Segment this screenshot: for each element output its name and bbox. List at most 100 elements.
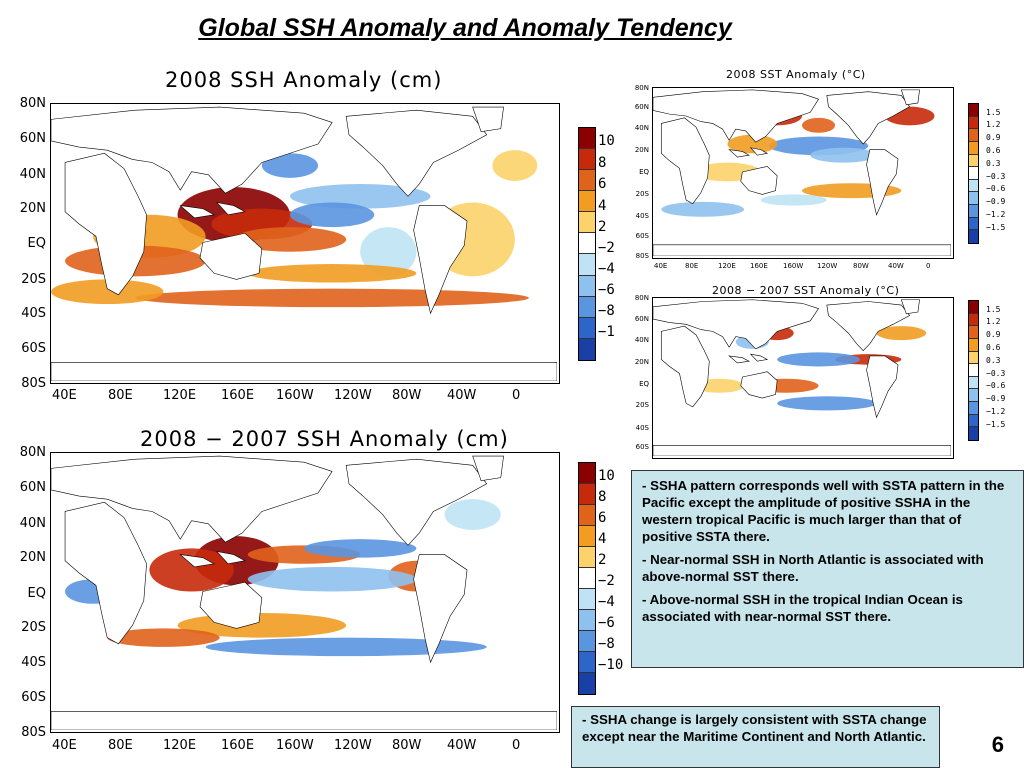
anomaly-region xyxy=(289,202,375,228)
lat-tick-label: 20S xyxy=(635,190,649,198)
colorbar-swatch xyxy=(579,589,595,610)
continent-outline xyxy=(741,166,777,194)
continent-outline xyxy=(867,150,898,215)
colorbar-label: −4 xyxy=(598,261,615,277)
lon-tick-label: 160W xyxy=(783,262,804,270)
colorbar-swatch xyxy=(579,254,595,276)
lat-tick-label: 80N xyxy=(634,294,649,302)
sst-diff-map xyxy=(652,297,954,459)
lat-tick-label: 80N xyxy=(19,96,46,111)
lat-tick-label: EQ xyxy=(639,168,649,176)
continent-outline xyxy=(65,153,147,295)
colorbar-label: −6 xyxy=(598,615,615,631)
colorbar-label: −0.3 xyxy=(986,369,1006,378)
colorbar-swatch xyxy=(579,338,595,360)
sshdiff-map-svg xyxy=(51,453,557,730)
colorbar-swatch xyxy=(969,427,978,440)
slide-title: Global SSH Anomaly and Anomaly Tendency xyxy=(198,14,732,42)
lon-tick-label: 80W xyxy=(392,388,422,403)
colorbar-swatch xyxy=(579,296,595,318)
continent-outline xyxy=(51,712,557,730)
colorbar-swatch xyxy=(579,631,595,652)
continent-outline xyxy=(180,202,245,217)
continent-outline xyxy=(729,148,767,157)
lon-tick-label: 80E xyxy=(685,262,699,270)
anomaly-region xyxy=(205,637,487,657)
lat-tick-label: 20N xyxy=(634,146,649,154)
lon-tick-label: 160E xyxy=(750,262,768,270)
anomaly-region xyxy=(233,227,347,252)
lon-tick-label: 40E xyxy=(52,738,77,753)
colorbar-label: −0.9 xyxy=(986,394,1006,403)
colorbar-swatch xyxy=(579,275,595,297)
continent-outline xyxy=(414,555,467,663)
colorbar-swatch xyxy=(969,351,978,365)
colorbar-label: 1.2 xyxy=(986,120,1001,129)
lat-tick-label: 60S xyxy=(635,232,649,240)
colorbar-swatch xyxy=(579,484,595,505)
colorbar-label: 0.6 xyxy=(986,343,1001,352)
lon-tick-label: 80E xyxy=(108,388,133,403)
ssh-diff-title: 2008 − 2007 SSH Anomaly (cm) xyxy=(140,427,509,451)
anomaly-region xyxy=(492,150,538,181)
colorbar-swatch xyxy=(969,414,978,428)
bottom-note-box: - SSHA change is largely consistent with… xyxy=(571,706,940,768)
colorbar-label: 10 xyxy=(598,468,615,484)
lon-tick-label: 80W xyxy=(392,738,422,753)
lat-tick-label: 60S xyxy=(21,341,46,356)
lon-tick-label: 120E xyxy=(163,388,197,403)
colorbar-swatch xyxy=(579,610,595,631)
lon-tick-label: 0 xyxy=(926,262,931,270)
colorbar-label: −6 xyxy=(598,282,615,298)
anomaly-region xyxy=(107,628,220,647)
colorbar-label: −0.6 xyxy=(986,184,1006,193)
lat-tick-label: 40N xyxy=(634,336,649,344)
colorbar-swatch xyxy=(969,364,978,377)
lon-tick-label: 40W xyxy=(447,388,477,403)
colorbar-swatch xyxy=(579,547,595,568)
anomaly-region xyxy=(360,227,417,277)
anomaly-region xyxy=(876,326,927,341)
lon-tick-label: 120W xyxy=(334,738,372,753)
colorbar-label: 6 xyxy=(598,510,607,526)
colorbar-swatch xyxy=(579,212,595,234)
sst-diff-colorbar xyxy=(968,300,979,441)
ssh-diff-colorbar xyxy=(578,462,596,695)
anomaly-region xyxy=(149,548,234,592)
colorbar-swatch xyxy=(969,217,978,231)
anomaly-region xyxy=(777,352,860,367)
colorbar-label: 2 xyxy=(598,219,607,235)
lon-tick-label: 40E xyxy=(52,388,77,403)
sst-2008-colorbar xyxy=(968,103,979,244)
lon-tick-label: 120E xyxy=(718,262,736,270)
colorbar-label: 1.5 xyxy=(986,108,1001,117)
sst-diff-title: 2008 − 2007 SST Anomaly (°C) xyxy=(712,284,900,297)
colorbar-label: 4 xyxy=(598,198,607,214)
lat-tick-label: 80S xyxy=(21,725,46,740)
colorbar-label: −1.5 xyxy=(986,420,1006,429)
continent-outline xyxy=(180,551,245,566)
lon-tick-label: 160W xyxy=(276,738,314,753)
colorbar-label: −4 xyxy=(598,594,615,610)
lat-tick-label: 40S xyxy=(21,655,46,670)
lat-tick-label: 60S xyxy=(635,443,649,451)
colorbar-swatch xyxy=(579,463,595,484)
right-note-box: - SSHA pattern corresponds well with SST… xyxy=(631,470,1024,668)
lon-tick-label: 120E xyxy=(163,738,197,753)
colorbar-label: −1.2 xyxy=(986,210,1006,219)
lat-tick-label: 80N xyxy=(634,84,649,92)
anomaly-region xyxy=(247,264,417,283)
ssh-2008-colorbar xyxy=(578,127,596,361)
anomaly-region xyxy=(760,194,827,206)
sst-2008-map xyxy=(652,87,954,259)
colorbar-label: 8 xyxy=(598,155,607,171)
anomaly-region xyxy=(777,396,877,411)
anomaly-region xyxy=(444,499,501,530)
colorbar-label: 6 xyxy=(598,176,607,192)
anomaly-region xyxy=(135,288,529,308)
colorbar-swatch xyxy=(969,326,978,339)
continent-outline xyxy=(827,302,910,351)
continent-outline xyxy=(653,245,951,256)
colorbar-label: −1 xyxy=(598,324,615,340)
colorbar-label: 1.5 xyxy=(986,305,1001,314)
